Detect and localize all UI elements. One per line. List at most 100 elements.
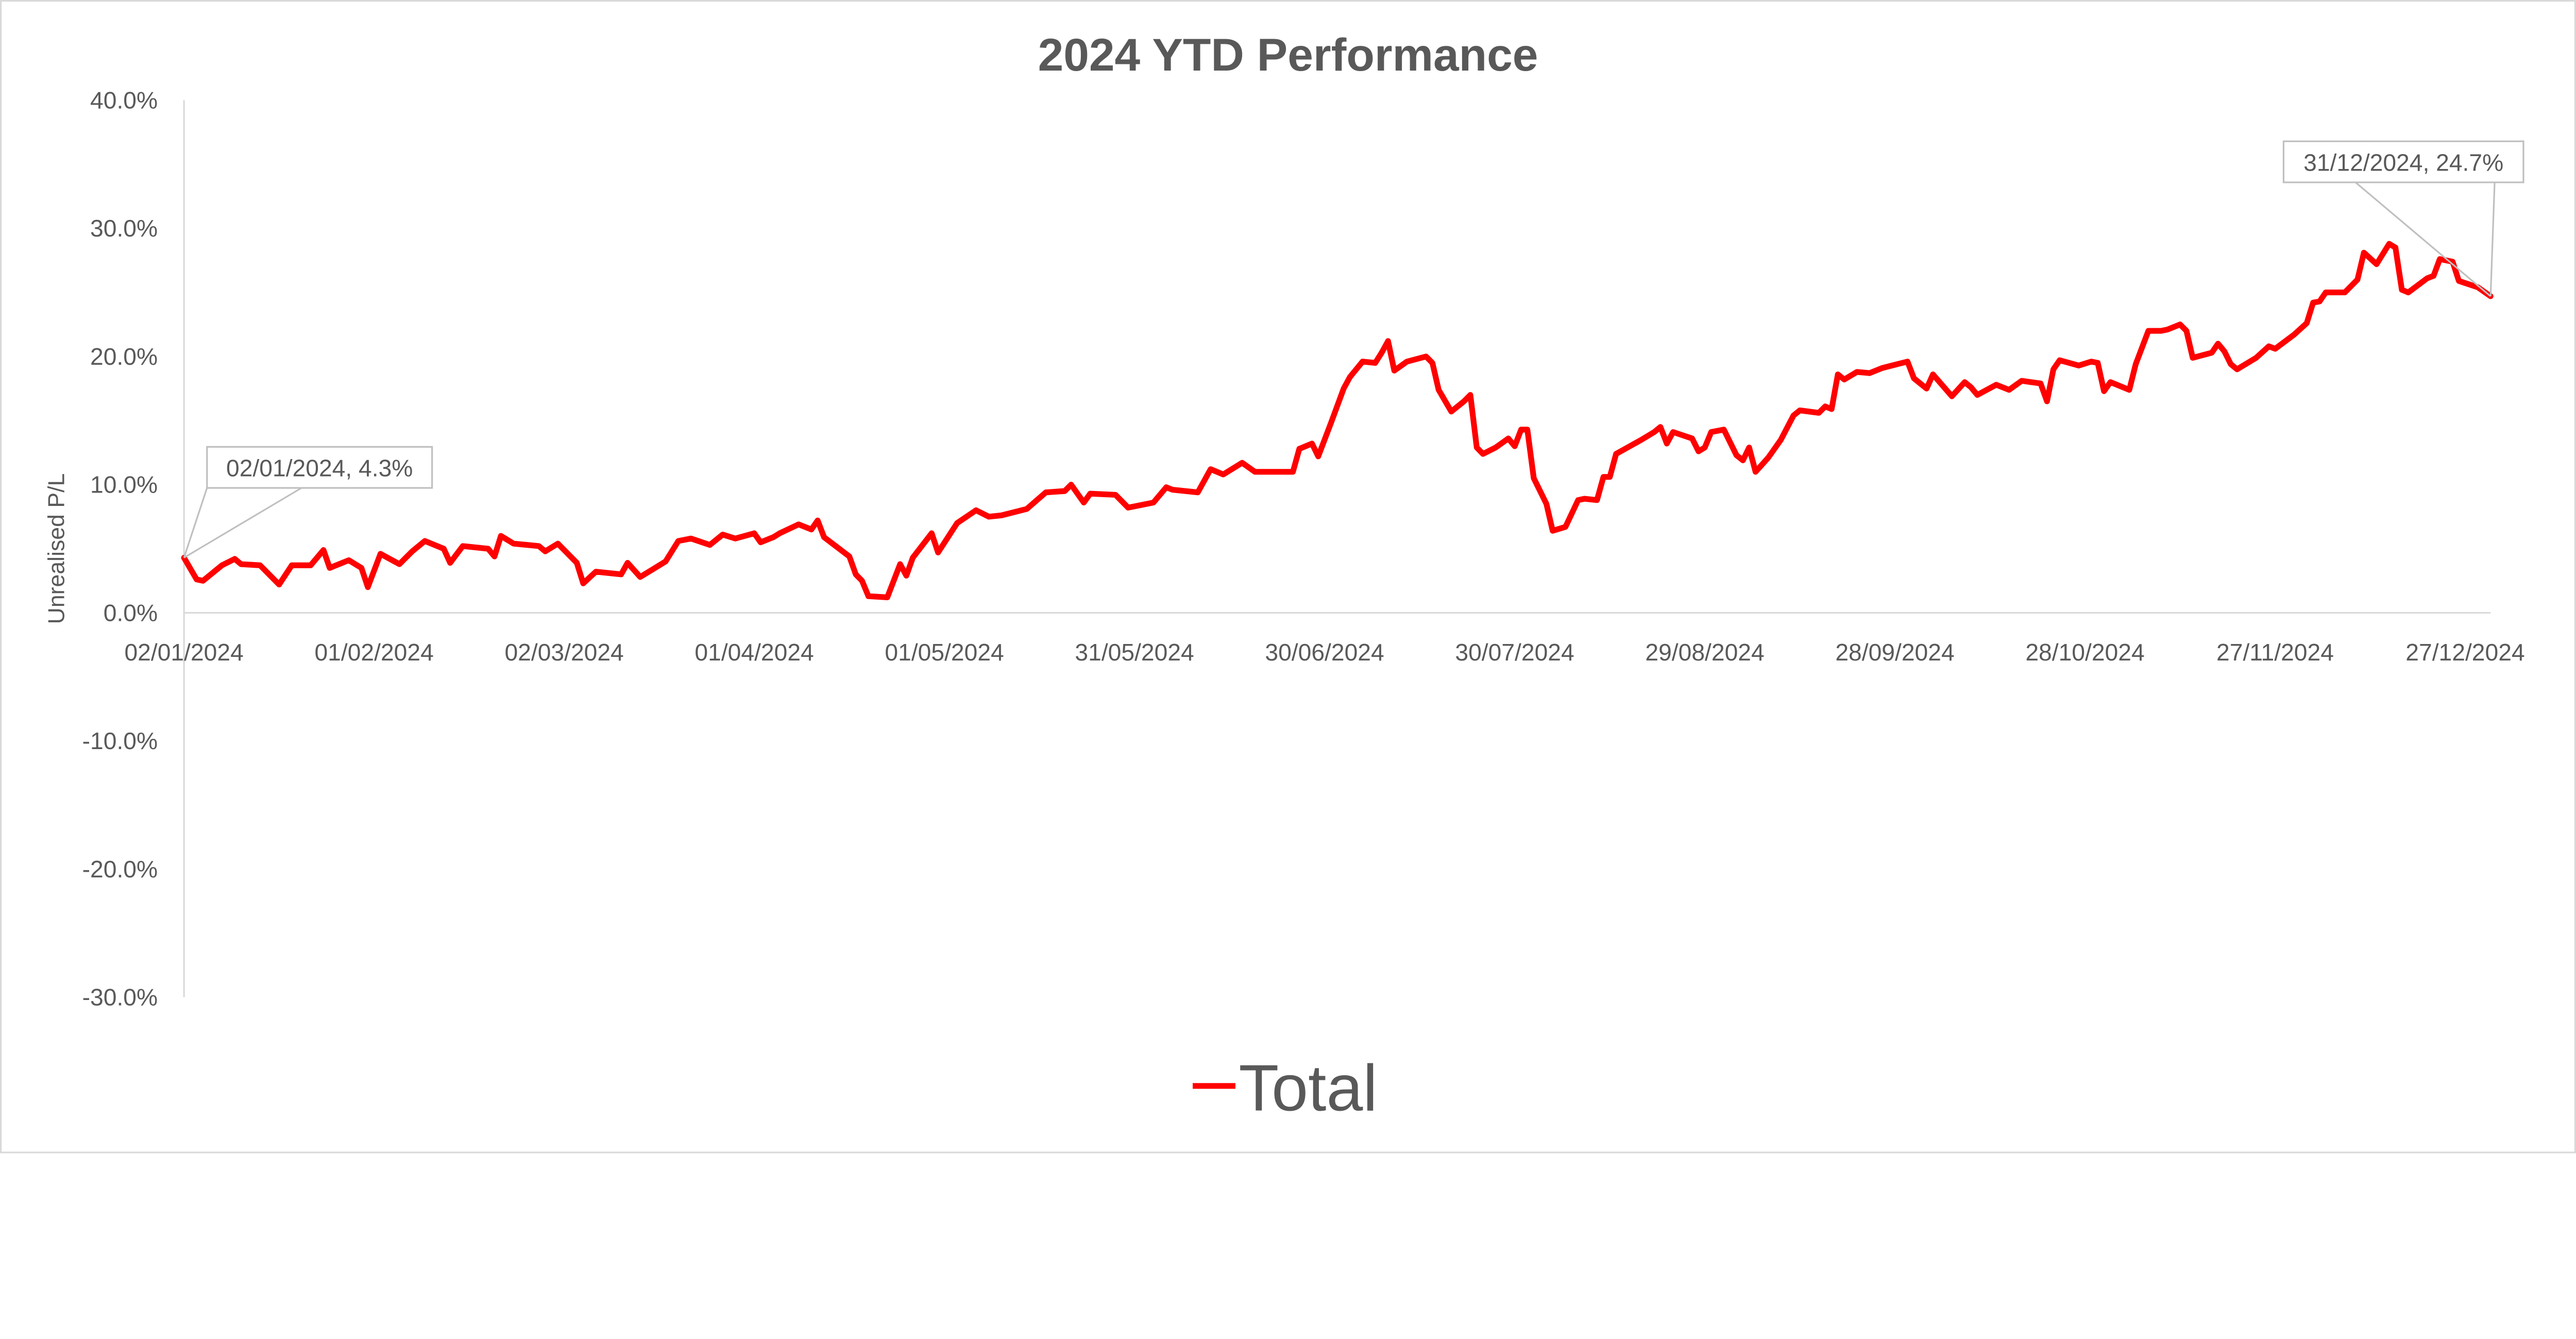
x-tick-label: 01/04/2024	[694, 639, 814, 666]
data-point	[1913, 377, 1915, 379]
data-point	[1723, 429, 1725, 431]
data-point	[1698, 450, 1700, 452]
data-point	[709, 544, 711, 546]
data-point	[2363, 251, 2365, 254]
data-point	[2090, 361, 2092, 363]
data-point	[1640, 439, 1642, 441]
x-tick-label: 28/10/2024	[2025, 639, 2144, 666]
data-point	[1425, 355, 1427, 358]
data-point	[1735, 454, 1738, 456]
data-point	[2401, 289, 2403, 291]
data-point	[424, 540, 426, 542]
data-point	[1963, 381, 1966, 383]
data-point	[937, 551, 939, 553]
data-point	[1754, 471, 1757, 473]
y-tick-label: -10.0%	[82, 727, 158, 754]
data-point	[1824, 405, 1826, 408]
data-point	[1691, 437, 1693, 439]
data-point	[1552, 530, 1554, 532]
data-point	[849, 555, 851, 557]
data-point	[1527, 429, 1529, 431]
data-point	[1932, 374, 1934, 376]
data-point	[2268, 345, 2270, 347]
data-point	[912, 556, 914, 559]
y-tick-label: 10.0%	[90, 471, 158, 498]
data-point	[367, 586, 369, 588]
data-point	[677, 540, 680, 542]
data-point	[2458, 280, 2460, 282]
x-axis: 02/01/2024 01/02/2024 02/03/2024 01/04/2024…	[124, 639, 2524, 666]
data-point	[2439, 258, 2441, 260]
data-point	[1710, 431, 1713, 433]
data-point	[930, 532, 933, 534]
data-point	[1843, 379, 1845, 381]
data-point	[1856, 371, 1858, 373]
data-point	[1659, 426, 1662, 428]
data-point	[1837, 374, 1839, 376]
data-point	[1222, 473, 1224, 476]
x-tick-label: 01/02/2024	[314, 639, 433, 666]
data-point	[1564, 526, 1567, 528]
data-point	[1609, 476, 1611, 478]
data-point	[1602, 476, 1604, 478]
data-point	[2394, 246, 2397, 249]
data-point	[398, 563, 400, 565]
data-point	[557, 543, 559, 545]
data-point	[1089, 493, 1091, 495]
data-point	[1881, 367, 1883, 369]
data-point	[2021, 380, 2023, 382]
data-point	[379, 553, 382, 555]
data-point	[1514, 445, 1516, 447]
data-point	[234, 558, 236, 560]
data-point	[1437, 389, 1440, 391]
y-tick-label: -20.0%	[82, 856, 158, 883]
data-point	[1463, 400, 1465, 402]
data-point	[329, 567, 331, 569]
data-point	[2432, 275, 2435, 277]
data-point	[1520, 429, 1522, 431]
data-point	[1197, 491, 1199, 494]
data-point	[2008, 389, 2010, 391]
data-point	[2078, 364, 2080, 367]
data-callouts: 02/01/2024, 4.3% 31/12/2024, 24.7%	[183, 140, 2524, 558]
data-point	[2224, 350, 2226, 352]
data-point	[1165, 486, 1167, 488]
data-point	[2166, 329, 2168, 331]
data-point	[2357, 279, 2359, 281]
data-point	[1653, 431, 1655, 433]
data-point	[772, 536, 774, 538]
data-point	[2046, 400, 2048, 402]
data-point	[1831, 408, 1833, 410]
data-points	[183, 243, 2492, 599]
data-point	[323, 549, 325, 551]
data-point	[1292, 471, 1294, 473]
data-point	[2097, 362, 2099, 364]
data-point	[1482, 453, 1484, 455]
y-tick-label: 0.0%	[104, 599, 158, 626]
data-point	[861, 580, 863, 582]
data-point	[1533, 477, 1535, 479]
data-point	[1343, 387, 1345, 389]
data-point	[1583, 498, 1585, 500]
data-point	[1767, 456, 1769, 459]
data-point	[2147, 330, 2149, 332]
data-point	[2451, 261, 2454, 263]
data-point	[1317, 455, 1319, 457]
data-point	[975, 509, 977, 512]
x-tick-label: 28/09/2024	[1835, 639, 1954, 666]
data-point	[1001, 514, 1003, 516]
data-point	[2217, 343, 2219, 345]
data-point	[582, 582, 584, 584]
data-point	[1381, 352, 1383, 354]
data-point	[626, 562, 629, 564]
data-point	[1780, 439, 1782, 441]
data-point	[2255, 357, 2257, 359]
callout-box	[206, 446, 433, 489]
data-point	[855, 573, 857, 575]
data-point	[899, 563, 901, 565]
y-tick-label: 20.0%	[90, 343, 158, 370]
data-point	[2407, 292, 2410, 294]
data-point	[411, 550, 413, 552]
data-point	[500, 535, 502, 537]
data-point	[2109, 381, 2111, 383]
